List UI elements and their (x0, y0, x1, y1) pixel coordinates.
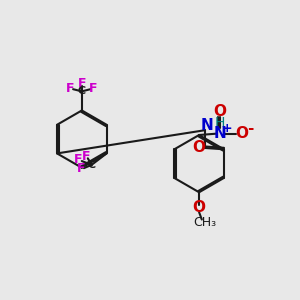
Text: F: F (77, 163, 86, 176)
Text: O: O (192, 140, 205, 155)
Text: O: O (193, 200, 206, 215)
Text: F: F (74, 154, 83, 166)
Text: O: O (235, 126, 248, 141)
Text: C: C (78, 86, 86, 96)
Text: F: F (78, 77, 86, 90)
Text: O: O (213, 104, 226, 119)
Text: N: N (213, 126, 226, 141)
Text: -: - (247, 121, 253, 136)
Text: CH₃: CH₃ (194, 216, 217, 229)
Text: C: C (88, 160, 96, 170)
Text: +: + (222, 122, 232, 135)
Text: H: H (214, 116, 225, 130)
Text: N: N (201, 118, 213, 133)
Text: F: F (66, 82, 75, 95)
Text: F: F (82, 150, 90, 163)
Text: F: F (89, 82, 98, 95)
